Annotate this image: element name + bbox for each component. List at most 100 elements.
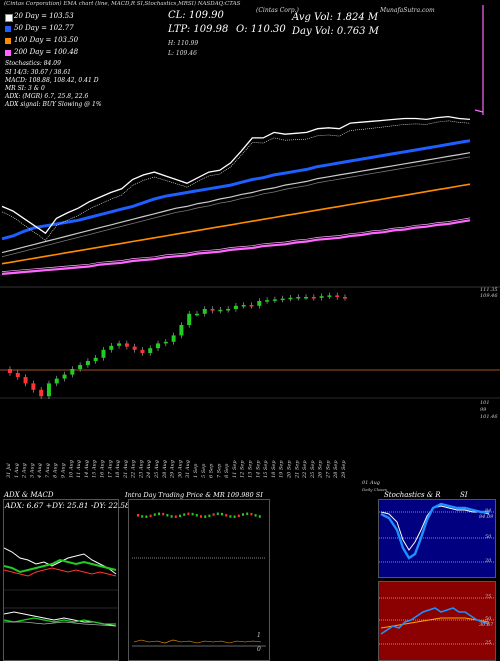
- price-label-3: 101: [480, 400, 490, 406]
- adx-values: ADX: 6.67 +DY: 25.81 -DY: 22.58: [5, 501, 130, 510]
- intra-candle: [162, 512, 165, 516]
- candle-body: [15, 373, 20, 377]
- intra-candle: [158, 512, 160, 516]
- stoch-summary: Stochastics: 84.09: [5, 60, 61, 67]
- x-tick-label: 21 Sep: [294, 460, 300, 479]
- adx-signal: ADX signal: BUY Slowing @ 1%: [5, 101, 102, 108]
- ema200-line: [1, 183, 471, 265]
- ema100-shadow-line: [1, 156, 471, 258]
- x-tick-label: 21 Aug: [123, 460, 129, 479]
- candle-body: [288, 297, 293, 300]
- stoch-top: 84: [485, 508, 492, 514]
- stoch-panel-title: Stochastics & R: [384, 491, 441, 499]
- ema20-label: 20 Day = 103.53: [14, 12, 74, 20]
- x-tick-label: 14 Sep: [255, 460, 261, 478]
- intra-candle: [195, 514, 198, 517]
- candle-body: [23, 377, 28, 384]
- intra-candle: [191, 512, 194, 516]
- x-tick-label: 2 Aug: [22, 463, 28, 479]
- x-tick-label: 15 Sep: [263, 460, 269, 478]
- candle-body: [148, 348, 153, 353]
- x-tick-label: 31 Aug: [185, 460, 191, 478]
- si-summary: SI 14/3: 30.67 / 38.61: [5, 69, 71, 76]
- ema50-label: 50 Day = 102.77: [14, 24, 74, 32]
- candle-body: [46, 383, 51, 397]
- price-label-1: 111.35: [480, 287, 498, 293]
- candle-body: [187, 313, 192, 325]
- x-tick-label: 10 Aug: [68, 460, 74, 478]
- candle-body: [311, 297, 316, 299]
- macd-summary: MACD: 108.88, 108.42, 0.41 D: [5, 77, 99, 84]
- x-tick-label: 22 Aug: [131, 460, 137, 479]
- x-tick-label: 23 Aug: [138, 460, 144, 479]
- bottom-note2: Daily Closes: [362, 487, 387, 492]
- x-tick-label: 25 Sep: [310, 460, 316, 479]
- price-label-5: 101.46: [480, 414, 498, 420]
- intra-candle: [153, 513, 156, 516]
- x-tick-label: 15 Aug: [92, 460, 98, 478]
- intra-candle: [250, 512, 253, 516]
- o-value: O: 110.30: [236, 24, 286, 35]
- candle-body: [272, 299, 277, 301]
- x-tick-label: 24 Aug: [146, 460, 152, 479]
- intra-chart: [132, 512, 266, 647]
- mrsi-right: 30.67: [479, 622, 494, 628]
- x-tick-label: 7 Sep: [216, 463, 222, 478]
- x-tick-label: 25 Aug: [154, 460, 160, 479]
- x-tick-label: 1 Sep: [193, 463, 199, 478]
- intra-panel: 1 0: [128, 499, 270, 661]
- intra-candle: [166, 514, 169, 517]
- x-tick-label: 20 Sep: [286, 460, 292, 479]
- candle-body: [109, 345, 114, 350]
- ltp-value: LTP: 109.98: [168, 24, 229, 35]
- candle-body: [62, 374, 67, 379]
- intra-candle: [170, 515, 173, 518]
- h-value: H: 110.99: [168, 40, 199, 47]
- intra-candle: [145, 515, 148, 518]
- x-tick-label: 30 Aug: [177, 460, 183, 478]
- stoch-lines: [379, 502, 495, 563]
- candle-body: [8, 369, 12, 373]
- intra-zero-label: 0: [257, 646, 261, 653]
- stoch-mid: 50: [485, 534, 492, 540]
- intra-candle: [229, 515, 232, 518]
- x-tick-label: 16 Aug: [99, 460, 105, 478]
- x-tick-label: 1 Aug: [14, 463, 20, 478]
- mr-summary: MR SI: 3 & 0: [5, 85, 45, 92]
- intra-candle: [179, 514, 181, 518]
- stoch-panel: 84 50 20 84.09: [378, 499, 496, 578]
- intra-candle: [212, 513, 215, 516]
- x-tick-label: 6 Sep: [209, 463, 215, 478]
- intra-candle: [233, 515, 236, 518]
- intra-candle: [141, 515, 144, 518]
- ema200-label: 200 Day = 100.48: [14, 48, 79, 56]
- price-label-4: 99: [480, 407, 487, 413]
- x-tick-label: 5 Sep: [201, 463, 207, 478]
- candle-body: [132, 346, 137, 350]
- x-tick-label: 28 Aug: [162, 460, 168, 479]
- x-tick-label: 8 Aug: [53, 463, 59, 478]
- x-tick-label: 11 Aug: [76, 460, 82, 478]
- intra-candle: [258, 515, 261, 518]
- candle-body: [257, 301, 262, 306]
- intra-candle: [216, 512, 219, 516]
- x-tick-label: 7 Aug: [45, 463, 51, 478]
- x-tick-label: 31 Jul: [6, 463, 12, 478]
- intra-candle: [204, 515, 207, 518]
- intra-candle: [187, 512, 190, 516]
- candle-body: [194, 313, 199, 316]
- candle-body: [101, 349, 106, 358]
- candle-body: [280, 298, 285, 301]
- main-chart: 31 Jul 1 Aug 2 Aug 3 Aug 4 Aug 7 Aug 8 Aug 9 Au…: [0, 5, 500, 479]
- candle-body: [210, 309, 215, 311]
- adx-panel-title: ADX & MACD: [4, 491, 54, 499]
- candle-body: [218, 309, 223, 312]
- candle-body: [93, 357, 98, 361]
- x-tick-label: 29 Sep: [341, 460, 347, 479]
- adx-summary: ADX: (MGR) 6.7, 25.8, 22.6: [5, 93, 89, 100]
- stoch-low: 20: [485, 558, 492, 564]
- price-label-2: 109.46: [480, 293, 498, 299]
- candle-body: [70, 369, 75, 375]
- ema100-line: [1, 152, 471, 254]
- intra-candle: [225, 514, 228, 517]
